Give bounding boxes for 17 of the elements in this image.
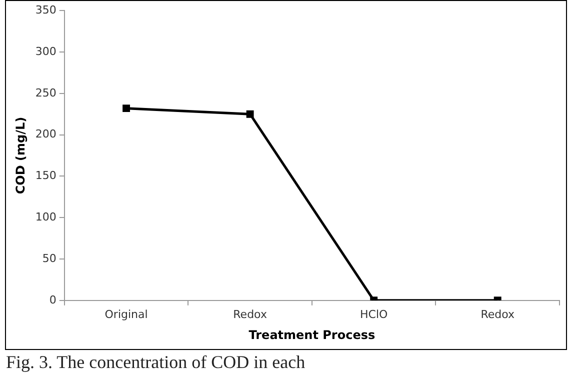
y-tick-label: 300 xyxy=(35,44,56,58)
y-tick-label: 350 xyxy=(35,3,56,16)
caption: Fig. 3. The concentration of COD in each xyxy=(6,352,306,373)
y-tick-label: 100 xyxy=(35,210,56,224)
x-axis-title: Treatment Process xyxy=(248,328,376,342)
y-tick-label: 150 xyxy=(35,169,56,182)
y-axis-title: COD (mg/L) xyxy=(13,116,28,194)
y-tick-label: 250 xyxy=(35,86,56,100)
x-tick-label: Redox xyxy=(480,308,515,321)
y-tick-label: 0 xyxy=(49,293,56,306)
x-tick-label: HClO xyxy=(360,308,388,321)
point xyxy=(122,104,130,112)
x-tick-label: Original xyxy=(104,308,148,321)
point xyxy=(246,110,254,118)
x-tick-label: Redox xyxy=(233,308,268,321)
y-tick-label: 200 xyxy=(35,128,56,141)
y-tick-label: 50 xyxy=(42,252,56,265)
